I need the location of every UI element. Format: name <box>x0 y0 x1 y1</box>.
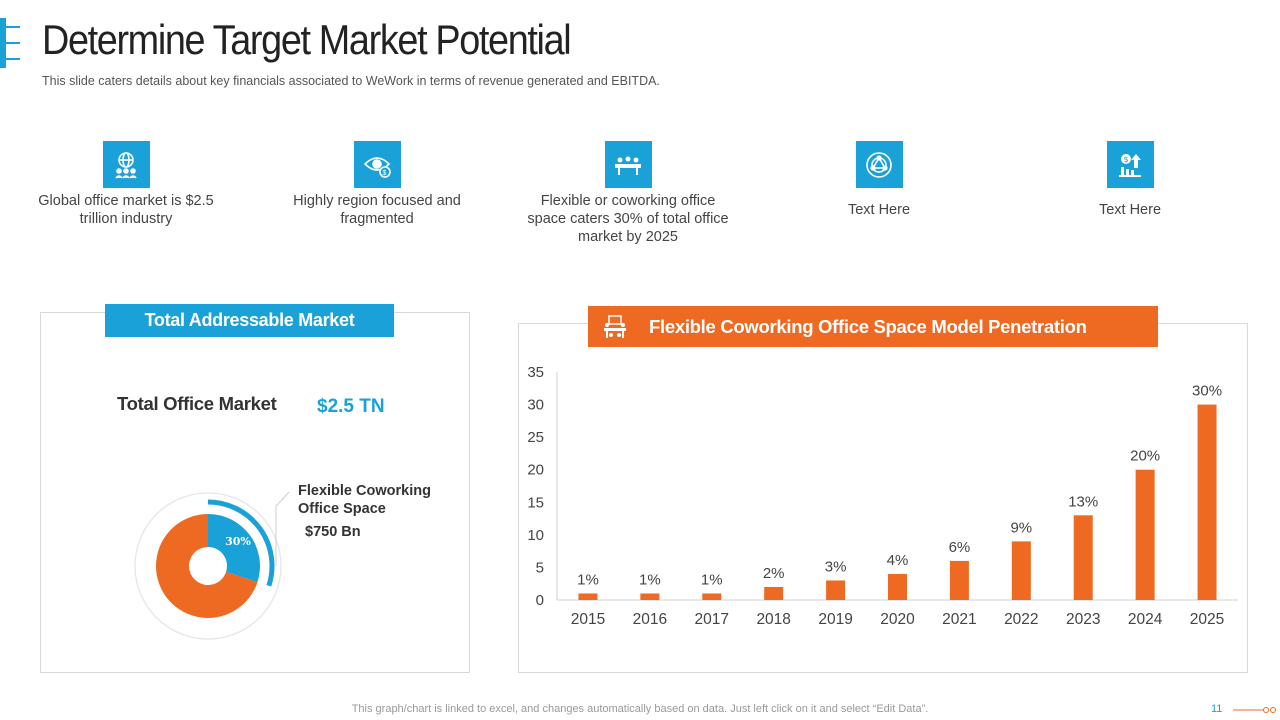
flexible-coworking-label-line2: Office Space <box>298 501 386 517</box>
tam-panel <box>40 312 470 673</box>
flexible-coworking-value: $750 Bn <box>305 524 361 540</box>
bar-data-label: 3% <box>825 558 847 575</box>
bar-2020 <box>888 573 907 600</box>
total-office-market-label: Total Office Market <box>117 393 277 414</box>
globe-people-icon <box>102 141 150 188</box>
y-tick-label: 15 <box>527 494 544 511</box>
bar-2017 <box>702 593 722 600</box>
total-office-market-value: $2.5 TN <box>317 396 385 417</box>
x-tick-label: 2018 <box>756 611 790 628</box>
footer-note: This graph/chart is linked to excel, and… <box>351 703 929 715</box>
donut-slice-other <box>156 514 258 618</box>
coworking-meeting-icon <box>601 313 629 341</box>
bar-data-label: 1% <box>701 571 723 588</box>
bar-data-label: 1% <box>639 571 661 588</box>
feature-text: Text Here <box>847 202 911 218</box>
bar-2015 <box>578 593 598 600</box>
bar-2023 <box>1073 515 1093 600</box>
x-tick-label: 2025 <box>1190 611 1224 628</box>
tam-donut-chart: 30% <box>134 491 290 640</box>
bar-2018 <box>764 586 784 600</box>
x-tick-label: 2022 <box>1004 611 1038 628</box>
bar-data-label: 30% <box>1192 383 1222 400</box>
bar-data-label: 20% <box>1130 448 1160 465</box>
bar-2025 <box>1197 404 1217 600</box>
feature-item: $ Text Here <box>1025 141 1235 219</box>
x-tick-label: 2021 <box>942 611 976 628</box>
penetration-heading-text: Flexible Coworking Office Space Model Pe… <box>649 315 1087 337</box>
y-tick-label: 5 <box>536 559 544 576</box>
dollar-growth-icon: $ <box>1106 141 1154 188</box>
feature-item: Text Here <box>774 141 984 219</box>
bar-data-label: 13% <box>1068 493 1098 510</box>
y-tick-label: 25 <box>527 429 544 446</box>
meeting-table-icon <box>604 141 652 188</box>
x-tick-label: 2017 <box>695 611 729 628</box>
page-subtitle: This slide caters details about key fina… <box>42 74 660 88</box>
feature-item: Global office market is $2.5 trillion in… <box>21 141 231 228</box>
page-decoration-line <box>1233 707 1276 713</box>
svg-text:$: $ <box>383 170 387 177</box>
bar-2021 <box>949 560 969 600</box>
penetration-heading: Flexible Coworking Office Space Model Pe… <box>588 306 1158 347</box>
x-tick-label: 2023 <box>1066 611 1100 628</box>
donut-leader-line <box>275 491 290 507</box>
page-title: Determine Target Market Potential <box>42 16 572 63</box>
bar-data-label: 1% <box>577 571 599 588</box>
donut-percent-label: 30% <box>225 535 251 548</box>
tam-heading: Total Addressable Market <box>105 304 394 337</box>
accent-bars-decoration <box>0 18 22 68</box>
svg-text:$: $ <box>1124 155 1129 164</box>
bar-2019 <box>826 580 846 600</box>
page-number: 11 <box>1211 703 1223 715</box>
y-tick-label: 30 <box>527 397 544 414</box>
feature-item: $ Highly region focused and fragmented <box>272 141 482 228</box>
bar-2016 <box>640 593 660 600</box>
eye-focus-icon: $ <box>353 141 401 188</box>
network-circle-icon <box>855 141 903 188</box>
x-tick-label: 2015 <box>571 611 605 628</box>
bar-2022 <box>1011 541 1031 600</box>
bar-data-label: 2% <box>763 565 785 582</box>
feature-text: Highly region focused and fragmented <box>293 193 461 227</box>
flexible-coworking-label: Flexible Coworking Office Space <box>298 482 431 518</box>
feature-text: Text Here <box>1098 202 1162 218</box>
donut-outer-ring <box>134 492 282 640</box>
y-tick-label: 10 <box>527 527 544 544</box>
y-tick-label: 35 <box>527 364 544 381</box>
bar-data-label: 4% <box>887 552 909 569</box>
bar-data-label: 6% <box>949 539 971 556</box>
x-tick-label: 2024 <box>1128 611 1163 628</box>
feature-item: Flexible or coworking office space cater… <box>523 141 733 246</box>
feature-text: Flexible or coworking office space cater… <box>527 193 729 245</box>
bar-2024 <box>1135 469 1155 600</box>
bar-data-label: 9% <box>1010 519 1032 536</box>
feature-text: Global office market is $2.5 trillion in… <box>38 193 214 227</box>
donut-slice-flexible <box>208 514 260 583</box>
x-tick-label: 2016 <box>633 611 667 628</box>
flexible-coworking-label-line1: Flexible Coworking <box>298 483 431 499</box>
donut-highlight-arc <box>207 499 275 587</box>
y-tick-label: 20 <box>527 462 544 479</box>
y-tick-label: 0 <box>536 592 544 609</box>
x-tick-label: 2019 <box>818 611 852 628</box>
x-tick-label: 2020 <box>880 611 915 628</box>
penetration-panel <box>518 323 1248 673</box>
